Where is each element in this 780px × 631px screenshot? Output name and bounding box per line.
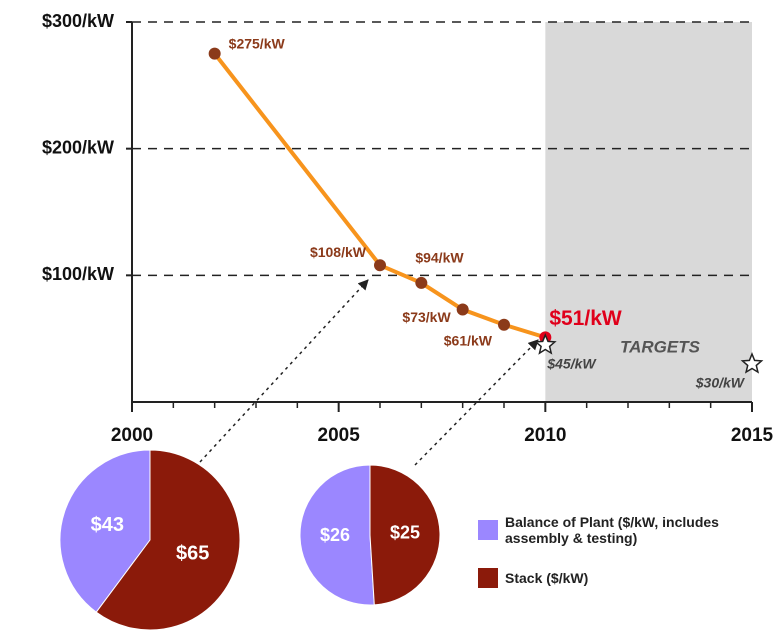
legend-label: Balance of Plant ($/kW, includes assembl… [505, 514, 719, 546]
data-point [415, 276, 428, 289]
target-star [740, 352, 764, 374]
pie-label: $26 [320, 525, 350, 545]
target-region [545, 22, 752, 402]
data-label: $61/kW [444, 332, 493, 348]
x-tick-label: 2000 [111, 425, 153, 446]
data-label: $94/kW [415, 250, 464, 266]
x-tick-label: 2010 [524, 425, 566, 446]
legend-swatch [478, 568, 498, 588]
data-label: $275/kW [229, 35, 286, 51]
pie-slice [299, 464, 375, 606]
pie-label: $65 [176, 542, 209, 564]
y-tick-label: $200/kW [42, 137, 114, 157]
data-label: $51/kW [549, 307, 622, 330]
target-star [533, 333, 557, 355]
data-point [208, 47, 221, 60]
legend-label: Stack ($/kW) [505, 570, 589, 586]
x-tick-label: 2015 [731, 425, 774, 446]
arrow [414, 339, 539, 466]
target-label: $30/kW [695, 375, 746, 391]
data-label: $108/kW [310, 244, 367, 260]
target-annotation: TARGETS [620, 337, 701, 356]
data-point [456, 303, 469, 316]
y-tick-label: $300/kW [42, 11, 114, 31]
pie-slice [95, 449, 241, 631]
target-label: $45/kW [546, 356, 597, 372]
cost-line [213, 52, 546, 340]
data-point [498, 318, 510, 331]
pie-label: $25 [390, 523, 420, 543]
pie-slice [369, 464, 441, 606]
pie-label: $43 [91, 514, 124, 536]
x-tick-label: 2005 [318, 425, 361, 446]
data-point [374, 259, 386, 272]
y-tick-label: $100/kW [42, 264, 114, 284]
legend-swatch [478, 520, 498, 540]
data-label: $73/kW [402, 309, 451, 325]
pie-slice [59, 449, 151, 613]
